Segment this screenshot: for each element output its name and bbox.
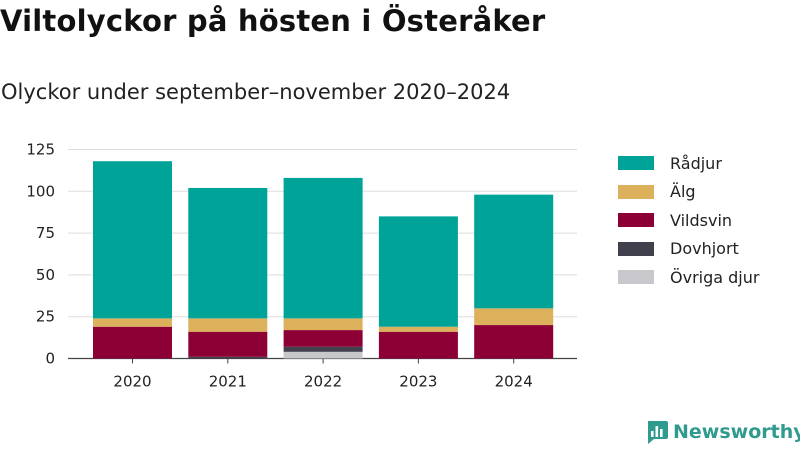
chart-title: Viltolyckor på hösten i Österåker	[0, 4, 546, 38]
x-tick-label-2023: 2023	[399, 373, 437, 391]
legend-item: Älg	[618, 178, 759, 207]
legend-swatch	[618, 241, 654, 256]
newsworthy-chart-icon	[648, 421, 668, 444]
y-tick-label: 25	[36, 308, 55, 326]
newsworthy-logo: Newsworthy	[645, 419, 800, 445]
bar-segment-rådjur-2021	[188, 187, 268, 319]
bar-segment-dovhjort-2022	[283, 346, 363, 352]
legend-label: Älg	[670, 182, 696, 202]
bar-segment-vildsvin-2020	[93, 326, 172, 359]
legend-label: Övriga djur	[670, 267, 760, 287]
chart-subtitle: Olyckor under september–november 2020–20…	[1, 80, 511, 104]
logo-label: Newsworthy	[673, 421, 800, 443]
legend-label: Dovhjort	[670, 239, 739, 259]
bar-segment-vildsvin-2024	[474, 325, 554, 359]
chart-legend: Rådjur Älg Vildsvin Dovhjort Övriga djur	[618, 149, 759, 292]
legend-label: Vildsvin	[670, 210, 733, 230]
bar-segment-rådjur-2022	[283, 177, 363, 319]
bar-segment-älg-2021	[188, 318, 268, 332]
bar-segment-rådjur-2020	[93, 161, 172, 319]
bar-segment-rådjur-2024	[474, 194, 554, 309]
legend-item: Dovhjort	[618, 235, 759, 264]
bar-segment-älg-2024	[474, 308, 554, 326]
y-tick-label: 50	[36, 266, 55, 284]
legend-item: Övriga djur	[618, 263, 759, 292]
bar-segment-rådjur-2023	[378, 216, 458, 327]
bar-segment-vildsvin-2021	[188, 331, 268, 357]
bar-segment-vildsvin-2022	[283, 330, 363, 347]
bar-segment-dovhjort-2021	[188, 356, 268, 359]
x-tick-label-2020: 2020	[113, 373, 151, 391]
bar-segment-övriga-djur-2022	[283, 351, 363, 359]
y-tick-label: 125	[26, 141, 55, 159]
bar-segment-älg-2023	[378, 326, 458, 332]
bar-segment-vildsvin-2023	[378, 331, 458, 359]
legend-swatch	[618, 184, 654, 199]
y-tick-label: 0	[45, 350, 55, 368]
legend-item: Vildsvin	[618, 206, 759, 235]
legend-swatch	[618, 270, 654, 285]
x-tick-label-2021: 2021	[209, 373, 247, 391]
legend-swatch	[618, 156, 654, 171]
legend-item: Rådjur	[618, 149, 759, 178]
y-tick-label: 100	[26, 182, 55, 200]
x-tick-label-2022: 2022	[304, 373, 342, 391]
bar-segment-älg-2020	[93, 318, 172, 327]
legend-label: Rådjur	[670, 153, 722, 173]
x-tick-label-2024: 2024	[495, 373, 533, 391]
legend-swatch	[618, 213, 654, 228]
y-tick-label: 75	[36, 224, 55, 242]
bar-segment-älg-2022	[283, 318, 363, 331]
